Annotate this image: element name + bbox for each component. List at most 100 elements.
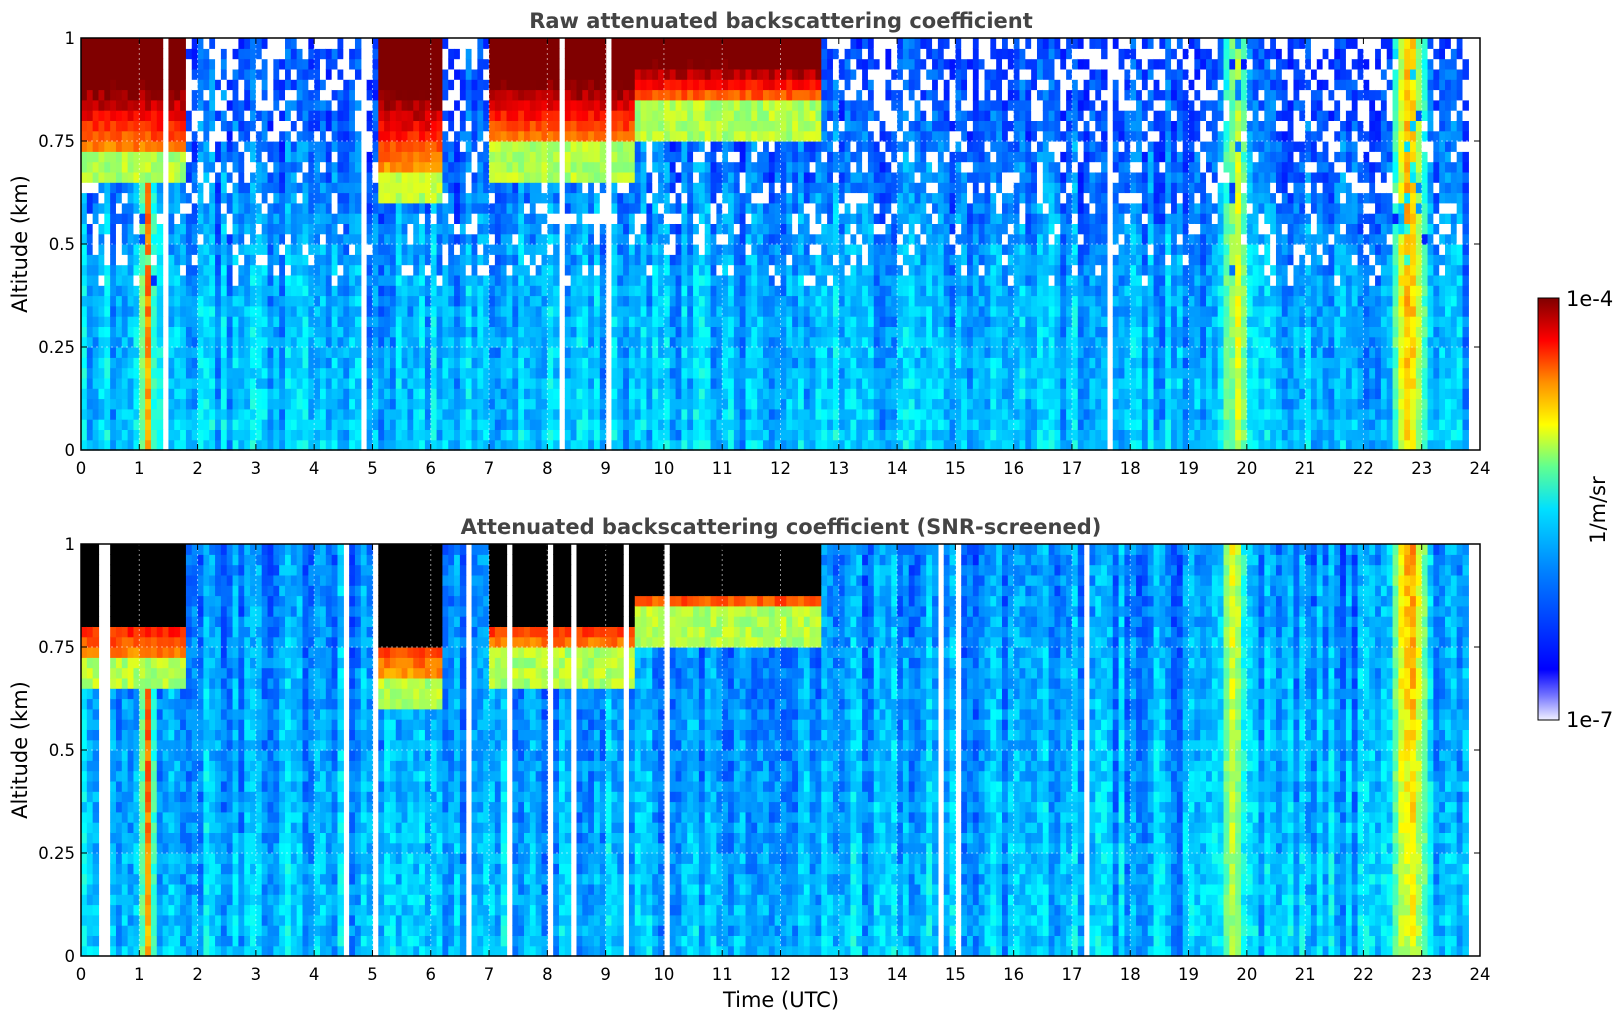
heatmap-cell — [454, 171, 461, 183]
heatmap-cell — [821, 419, 828, 430]
heatmap-cell — [640, 377, 648, 389]
heatmap-cell — [494, 182, 502, 194]
heatmap-cell — [553, 151, 560, 163]
heatmap-cell — [436, 336, 444, 348]
heatmap-cell — [325, 58, 333, 70]
heatmap-cell — [512, 68, 519, 80]
heatmap-cell — [395, 202, 403, 214]
heatmap-cell — [302, 336, 309, 348]
heatmap-cell — [553, 130, 560, 142]
heatmap-cell — [745, 264, 752, 276]
heatmap-cell — [424, 79, 432, 91]
heatmap-cell — [500, 398, 508, 410]
heatmap-cell — [244, 326, 251, 338]
heatmap-cell — [518, 182, 525, 194]
heatmap-cell — [331, 202, 339, 214]
heatmap-cell — [576, 213, 583, 224]
heatmap-cell — [244, 161, 251, 173]
heatmap-cell — [477, 439, 484, 451]
heatmap-cell — [611, 182, 618, 194]
heatmap-cell — [454, 377, 461, 389]
heatmap-cell — [273, 326, 280, 338]
heatmap-cell — [623, 357, 630, 369]
heatmap-cell — [588, 48, 595, 60]
heatmap-cell — [512, 213, 519, 224]
heatmap-cell — [535, 192, 543, 204]
heatmap-cell — [564, 223, 572, 235]
heatmap-cell — [646, 48, 653, 60]
heatmap-cell — [792, 347, 799, 358]
heatmap-cell — [302, 38, 309, 49]
heatmap-cell — [768, 110, 776, 121]
heatmap-cell — [337, 38, 344, 49]
heatmap-cell — [512, 388, 519, 400]
heatmap-cell — [354, 377, 362, 389]
heatmap-cell — [797, 285, 805, 297]
heatmap-cell — [623, 58, 630, 70]
heatmap-cell — [86, 213, 94, 224]
heatmap-cell — [465, 58, 473, 70]
heatmap-cell — [617, 326, 624, 338]
heatmap-cell — [279, 285, 286, 297]
heatmap-cell — [564, 388, 572, 400]
heatmap-cell — [652, 38, 659, 49]
heatmap-cell — [232, 419, 239, 430]
heatmap-cell — [617, 377, 624, 389]
heatmap-cell — [494, 244, 502, 255]
heatmap-cell — [331, 182, 339, 194]
heatmap-cell — [285, 326, 292, 338]
heatmap-cell — [273, 357, 280, 369]
heatmap-cell — [413, 130, 420, 142]
heatmap-cell — [197, 377, 205, 389]
heatmap-cell — [593, 316, 601, 327]
heatmap-cell — [320, 223, 327, 235]
heatmap-cell — [139, 99, 146, 111]
heatmap-cell — [384, 367, 391, 379]
heatmap-cell — [127, 110, 135, 121]
heatmap-cell — [349, 79, 356, 91]
heatmap-cell — [547, 68, 554, 80]
heatmap-cell — [763, 336, 770, 348]
heatmap-cell — [483, 38, 490, 49]
heatmap-cell — [290, 48, 298, 60]
heatmap-cell — [215, 233, 222, 245]
heatmap-cell — [384, 429, 391, 441]
heatmap-cell — [652, 202, 659, 214]
heatmap-cell — [320, 89, 327, 101]
heatmap-cell — [372, 79, 379, 91]
heatmap-cell — [541, 58, 548, 70]
heatmap-cell — [104, 357, 111, 369]
heatmap-cell — [564, 48, 572, 60]
heatmap-cell — [628, 130, 636, 142]
heatmap-cell — [115, 202, 123, 214]
heatmap-cell — [489, 161, 496, 173]
heatmap-cell — [430, 357, 438, 369]
heatmap-cell — [185, 285, 193, 297]
heatmap-cell — [483, 419, 490, 430]
heatmap-cell — [424, 347, 432, 358]
heatmap-cell — [489, 367, 496, 379]
heatmap-cell — [238, 336, 245, 348]
heatmap-cell — [424, 295, 432, 307]
heatmap-cell — [232, 274, 239, 286]
heatmap-cell — [669, 192, 677, 204]
heatmap-cell — [547, 192, 554, 204]
heatmap-cell — [524, 161, 531, 173]
heatmap-cell — [261, 141, 269, 152]
heatmap-cell — [290, 110, 298, 121]
heatmap-cell — [121, 68, 129, 80]
heatmap-cell — [494, 316, 502, 327]
heatmap-cell — [191, 89, 199, 101]
heatmap-cell — [255, 305, 263, 317]
heatmap-cell — [92, 274, 100, 286]
heatmap-cell — [710, 439, 717, 451]
heatmap-cell — [436, 58, 444, 70]
heatmap-cell — [250, 99, 257, 111]
heatmap-cell — [244, 130, 251, 142]
heatmap-cell — [238, 254, 245, 266]
heatmap-cell — [611, 336, 618, 348]
heatmap-cell — [226, 68, 234, 80]
heatmap-cell — [232, 347, 239, 358]
heatmap-cell — [261, 398, 269, 410]
heatmap-cell — [716, 48, 723, 60]
